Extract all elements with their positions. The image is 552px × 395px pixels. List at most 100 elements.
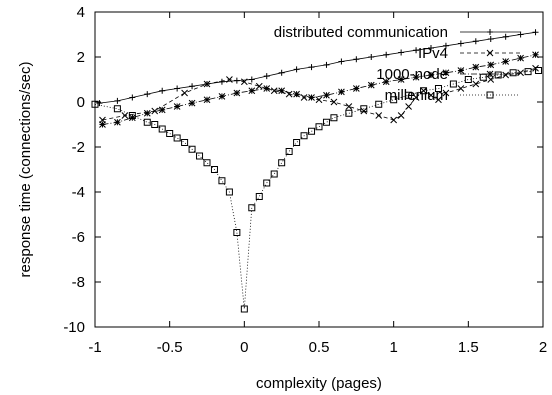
data-point — [158, 125, 166, 133]
data-point — [524, 68, 532, 76]
data-point — [218, 177, 226, 185]
data-point — [486, 91, 494, 99]
x-tick-label: -0.5 — [157, 339, 183, 356]
data-point — [427, 71, 435, 79]
legend-label: millenium — [385, 87, 448, 104]
legend-label: distributed communication — [274, 24, 448, 41]
data-point — [434, 85, 442, 92]
data-point — [159, 87, 166, 94]
data-point — [263, 179, 271, 187]
data-point — [300, 94, 308, 101]
data-point — [226, 76, 233, 83]
data-point — [240, 78, 248, 86]
data-point — [330, 114, 338, 122]
data-point — [360, 107, 368, 115]
data-point — [390, 96, 398, 104]
data-point — [270, 170, 278, 178]
data-point — [397, 76, 405, 83]
series-0 — [96, 29, 539, 107]
data-point — [412, 73, 420, 81]
data-point — [293, 66, 300, 73]
data-point — [151, 121, 159, 128]
data-point — [263, 85, 271, 92]
data-point — [405, 103, 412, 110]
data-point — [308, 64, 315, 71]
data-point — [375, 100, 383, 108]
data-point — [255, 82, 263, 90]
data-point — [143, 118, 151, 126]
data-point — [405, 91, 413, 99]
data-point — [308, 127, 316, 135]
data-point — [532, 29, 539, 36]
y-tick-label: -6 — [72, 229, 85, 246]
data-point — [151, 107, 159, 115]
data-point — [278, 69, 285, 76]
data-point — [128, 112, 136, 119]
legend-label: 1000-node — [376, 66, 448, 83]
data-point — [240, 305, 248, 313]
data-point — [233, 229, 241, 236]
data-point — [427, 91, 435, 99]
plot-frame — [94, 11, 544, 328]
data-point — [330, 98, 338, 106]
data-point — [487, 36, 494, 42]
y-tick-label: -2 — [72, 139, 85, 156]
data-point — [442, 89, 450, 97]
data-point — [360, 105, 368, 113]
y-axis-label: response time (connections/sec) — [17, 62, 34, 278]
data-point — [308, 94, 315, 101]
data-point — [189, 83, 196, 90]
data-point — [457, 85, 465, 92]
data-point — [352, 85, 360, 92]
data-point — [487, 61, 495, 69]
x-axis-label: complexity (pages) — [256, 375, 382, 392]
y-tick-label: -4 — [72, 184, 85, 201]
y-tick-label: -8 — [72, 274, 85, 291]
x-tick-label: 1 — [389, 339, 397, 356]
data-point — [367, 81, 375, 89]
data-point — [338, 88, 345, 96]
data-point — [323, 61, 330, 68]
data-point — [114, 118, 121, 126]
data-point — [278, 159, 286, 167]
y-tick-label: -10 — [63, 319, 85, 336]
data-point — [181, 89, 188, 97]
tick-layer: -1 -0.5 0 0.5 1 1.5 2 -10 -8 -6 -4 -2 0 2 4 — [63, 4, 547, 356]
data-point — [91, 100, 99, 108]
data-point — [383, 51, 390, 58]
data-point — [368, 54, 375, 60]
data-point — [398, 49, 405, 56]
series-2 — [99, 51, 539, 128]
data-point — [203, 159, 211, 167]
data-point — [144, 91, 151, 98]
series-line — [102, 67, 536, 121]
data-point — [203, 96, 211, 104]
series-1 — [99, 64, 539, 124]
data-point — [486, 70, 494, 78]
data-point — [248, 76, 255, 83]
data-point — [397, 112, 405, 119]
data-point — [502, 71, 510, 79]
data-point — [188, 99, 196, 107]
data-point — [188, 145, 196, 153]
data-point — [442, 42, 449, 49]
data-point — [315, 123, 323, 131]
x-tick-label: 1.5 — [458, 339, 479, 356]
data-point — [457, 40, 464, 47]
data-point — [472, 80, 480, 88]
data-point — [472, 38, 479, 45]
data-point — [486, 49, 494, 57]
data-point — [233, 89, 241, 97]
data-point — [113, 105, 121, 113]
data-point — [203, 80, 211, 88]
data-point — [464, 76, 472, 83]
data-point — [248, 204, 256, 212]
legend: distributed communication IPv4 1000-node mi… — [274, 24, 520, 104]
data-point — [472, 63, 480, 71]
data-point — [248, 87, 256, 95]
data-point — [457, 67, 465, 74]
data-point — [390, 116, 398, 124]
data-point — [322, 118, 330, 126]
data-point — [173, 134, 181, 142]
data-point — [509, 69, 517, 77]
